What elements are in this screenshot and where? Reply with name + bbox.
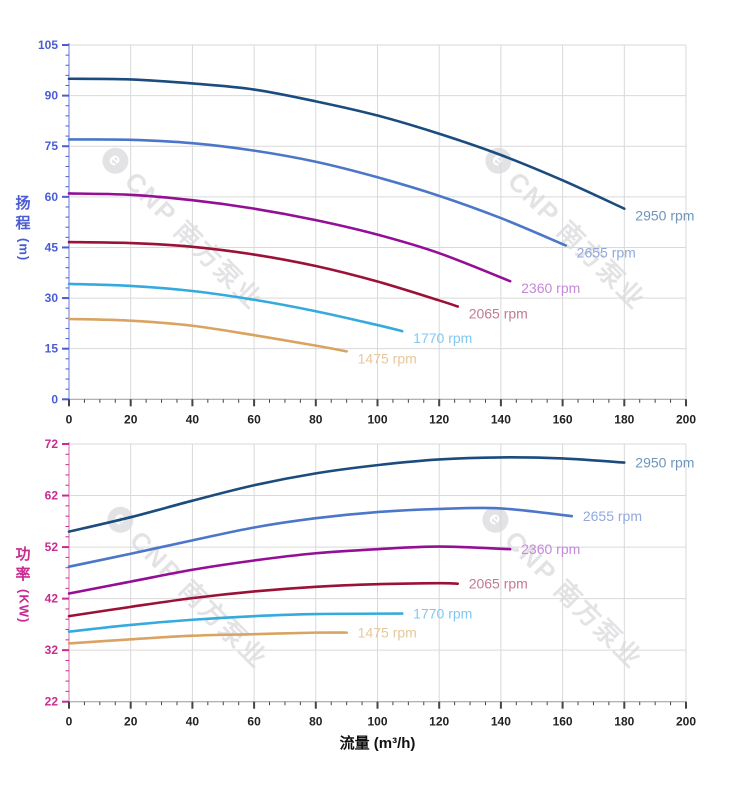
power-axis-title-char: 率 (15, 565, 31, 583)
power-y-tick-label: 62 (45, 489, 59, 503)
head-x-tick-label: 0 (66, 412, 73, 426)
curve-head-1475-rpm (67, 317, 348, 353)
curve-head-2655-rpm (67, 138, 567, 247)
head-x-tick-label: 80 (309, 412, 323, 426)
head-y-tick-label: 60 (45, 190, 59, 204)
head-x-tick-label: 160 (553, 412, 573, 426)
power-axis-unit: (KW) (16, 589, 32, 624)
curve-power-2065-rpm (67, 581, 460, 618)
head-x-tick-label: 100 (367, 412, 387, 426)
power-x-tick-label: 40 (186, 715, 200, 729)
label-head-2655-rpm: 2655 rpm (577, 244, 636, 260)
head-y-tick-label: 30 (45, 291, 59, 305)
label-power-1770-rpm: 1770 rpm (413, 606, 472, 622)
label-head-1475-rpm: 1475 rpm (358, 350, 417, 366)
label-power-2655-rpm: 2655 rpm (583, 508, 642, 524)
head-x-tick-label: 140 (491, 412, 511, 426)
power-axis-title-char: 功 (15, 546, 31, 563)
power-x-tick-label: 200 (676, 715, 696, 729)
label-power-1475-rpm: 1475 rpm (358, 625, 417, 641)
power-y-tick-label: 72 (45, 437, 59, 451)
power-x-tick-label: 120 (429, 715, 449, 729)
head-y-tick-label: 75 (45, 139, 59, 153)
head-x-tick-label: 40 (186, 412, 200, 426)
power-x-tick-label: 0 (66, 715, 73, 729)
curve-power-2950-rpm (67, 456, 626, 533)
power-x-tick-label: 160 (553, 715, 573, 729)
head-x-tick-label: 180 (614, 412, 634, 426)
power-y-tick-label: 22 (45, 695, 59, 709)
flow-axis-title: 流量 (m³/h) (339, 735, 416, 752)
head-y-tick-label: 105 (38, 38, 58, 52)
label-head-2950-rpm: 2950 rpm (635, 208, 694, 224)
curve-power-2655-rpm (67, 506, 574, 568)
head-y-tick-label: 90 (45, 89, 59, 103)
head-x-tick-label: 200 (676, 412, 696, 426)
curve-power-2360-rpm (67, 545, 512, 595)
head-panel: 0 15 30 45 60 75 90 105 0 20 40 60 80 100 120 140 160 180… (38, 38, 696, 426)
power-axis-title: 功 率 (KW) (10, 545, 36, 623)
head-y-tick-label: 45 (45, 240, 59, 254)
head-axis-title-char: 程 (15, 214, 31, 232)
curve-power-1770-rpm (67, 612, 404, 633)
head-y-tick-label: 0 (51, 392, 58, 406)
power-x-tick-label: 80 (309, 715, 323, 729)
label-power-2950-rpm: 2950 rpm (635, 455, 694, 471)
power-y-tick-label: 42 (45, 592, 59, 606)
curve-head-2065-rpm (67, 240, 460, 308)
head-axis-unit: (m) (16, 238, 32, 262)
label-head-1770-rpm: 1770 rpm (413, 330, 472, 346)
curve-power-1475-rpm (67, 631, 348, 645)
power-y-tick-label: 32 (45, 643, 59, 657)
curve-head-2360-rpm (67, 192, 512, 283)
label-head-2065-rpm: 2065 rpm (469, 306, 528, 322)
power-x-tick-label: 60 (247, 715, 261, 729)
head-y-tick-label: 15 (45, 342, 59, 356)
head-axis-title: 扬 程 (m) (10, 194, 36, 261)
head-x-tick-label: 20 (124, 412, 138, 426)
power-y-tick-label: 52 (45, 540, 59, 554)
head-axis-title-char: 扬 (15, 195, 31, 212)
label-power-2360-rpm: 2360 rpm (521, 541, 580, 557)
power-panel: 22 32 42 52 62 72 0 20 40 60 80 100 120 140 160 180 200 2… (45, 437, 697, 729)
power-x-tick-label: 180 (614, 715, 634, 729)
label-head-2360-rpm: 2360 rpm (521, 280, 580, 296)
head-x-tick-label: 60 (247, 412, 261, 426)
curve-head-1770-rpm (67, 282, 404, 333)
curve-head-2950-rpm (67, 77, 626, 210)
power-x-tick-label: 100 (367, 715, 387, 729)
power-x-tick-label: 140 (491, 715, 511, 729)
label-power-2065-rpm: 2065 rpm (469, 576, 528, 592)
head-x-tick-label: 120 (429, 412, 449, 426)
power-x-tick-label: 20 (124, 715, 138, 729)
